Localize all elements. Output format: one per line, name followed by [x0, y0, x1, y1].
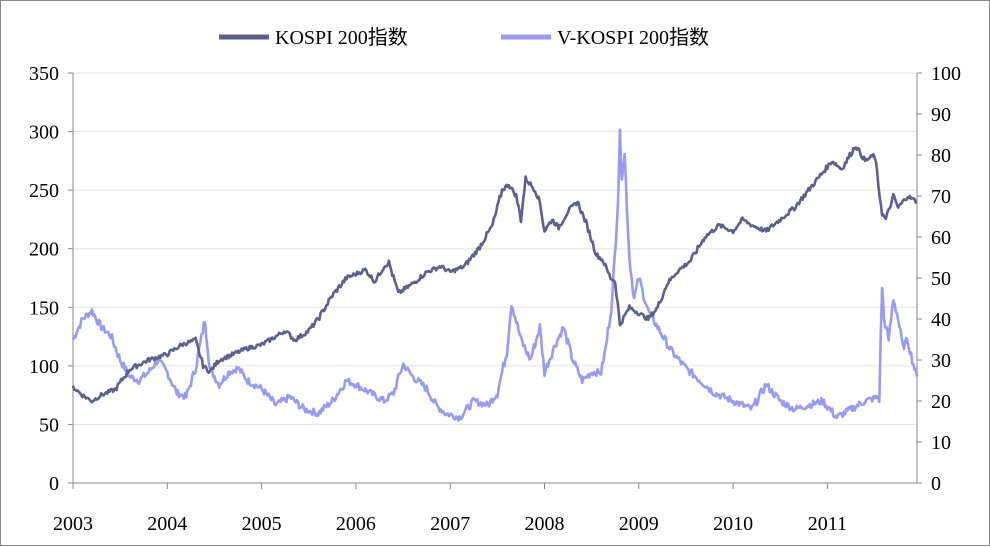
legend-label-vkospi: V-KOSPI 200指数 — [557, 26, 709, 49]
right-y-tick-label: 60 — [931, 227, 951, 249]
left-y-tick-label: 100 — [29, 356, 59, 378]
left-y-ticks: 0 50 100 150 200 250 300 350 — [29, 63, 73, 495]
left-y-tick-label: 50 — [39, 414, 59, 436]
right-y-tick-label: 90 — [931, 104, 951, 126]
left-y-tick-label: 0 — [49, 473, 59, 495]
x-tick-label: 2006 — [336, 513, 376, 535]
right-y-tick-label: 50 — [931, 268, 951, 290]
right-y-tick-label: 0 — [931, 473, 941, 495]
right-y-tick-label: 20 — [931, 391, 951, 413]
legend: KOSPI 200指数 V-KOSPI 200指数 — [219, 26, 709, 49]
right-y-tick-label: 100 — [931, 63, 961, 85]
right-y-tick-label: 70 — [931, 186, 951, 208]
right-y-tick-label: 80 — [931, 145, 951, 167]
x-tick-label: 2005 — [242, 513, 282, 535]
legend-label-kospi: KOSPI 200指数 — [275, 26, 408, 49]
series-line-vkospi — [71, 128, 919, 422]
x-tick-label: 2010 — [713, 513, 753, 535]
left-y-tick-label: 250 — [29, 180, 59, 202]
series-line-kospi — [71, 146, 918, 404]
right-y-ticks: 0 10 20 30 40 50 60 70 80 90 100 — [917, 63, 961, 495]
right-y-tick-label: 30 — [931, 350, 951, 372]
right-y-tick-label: 10 — [931, 432, 951, 454]
x-tick-label: 2007 — [430, 513, 470, 535]
axes — [72, 73, 918, 484]
x-tick-label: 2008 — [525, 513, 565, 535]
left-y-tick-label: 350 — [29, 63, 59, 85]
left-y-tick-label: 150 — [29, 297, 59, 319]
x-tick-label: 2003 — [53, 513, 93, 535]
gridlines — [73, 72, 917, 425]
left-y-tick-label: 300 — [29, 122, 59, 144]
left-y-tick-label: 200 — [29, 239, 59, 261]
x-tick-label: 2009 — [619, 513, 659, 535]
x-tick-label: 2011 — [808, 513, 847, 535]
x-ticks: 2003 2004 2005 2006 2007 2008 2009 2010 2011 — [53, 483, 847, 535]
x-tick-label: 2004 — [147, 513, 187, 535]
right-y-tick-label: 40 — [931, 309, 951, 331]
series-lines — [71, 128, 919, 422]
